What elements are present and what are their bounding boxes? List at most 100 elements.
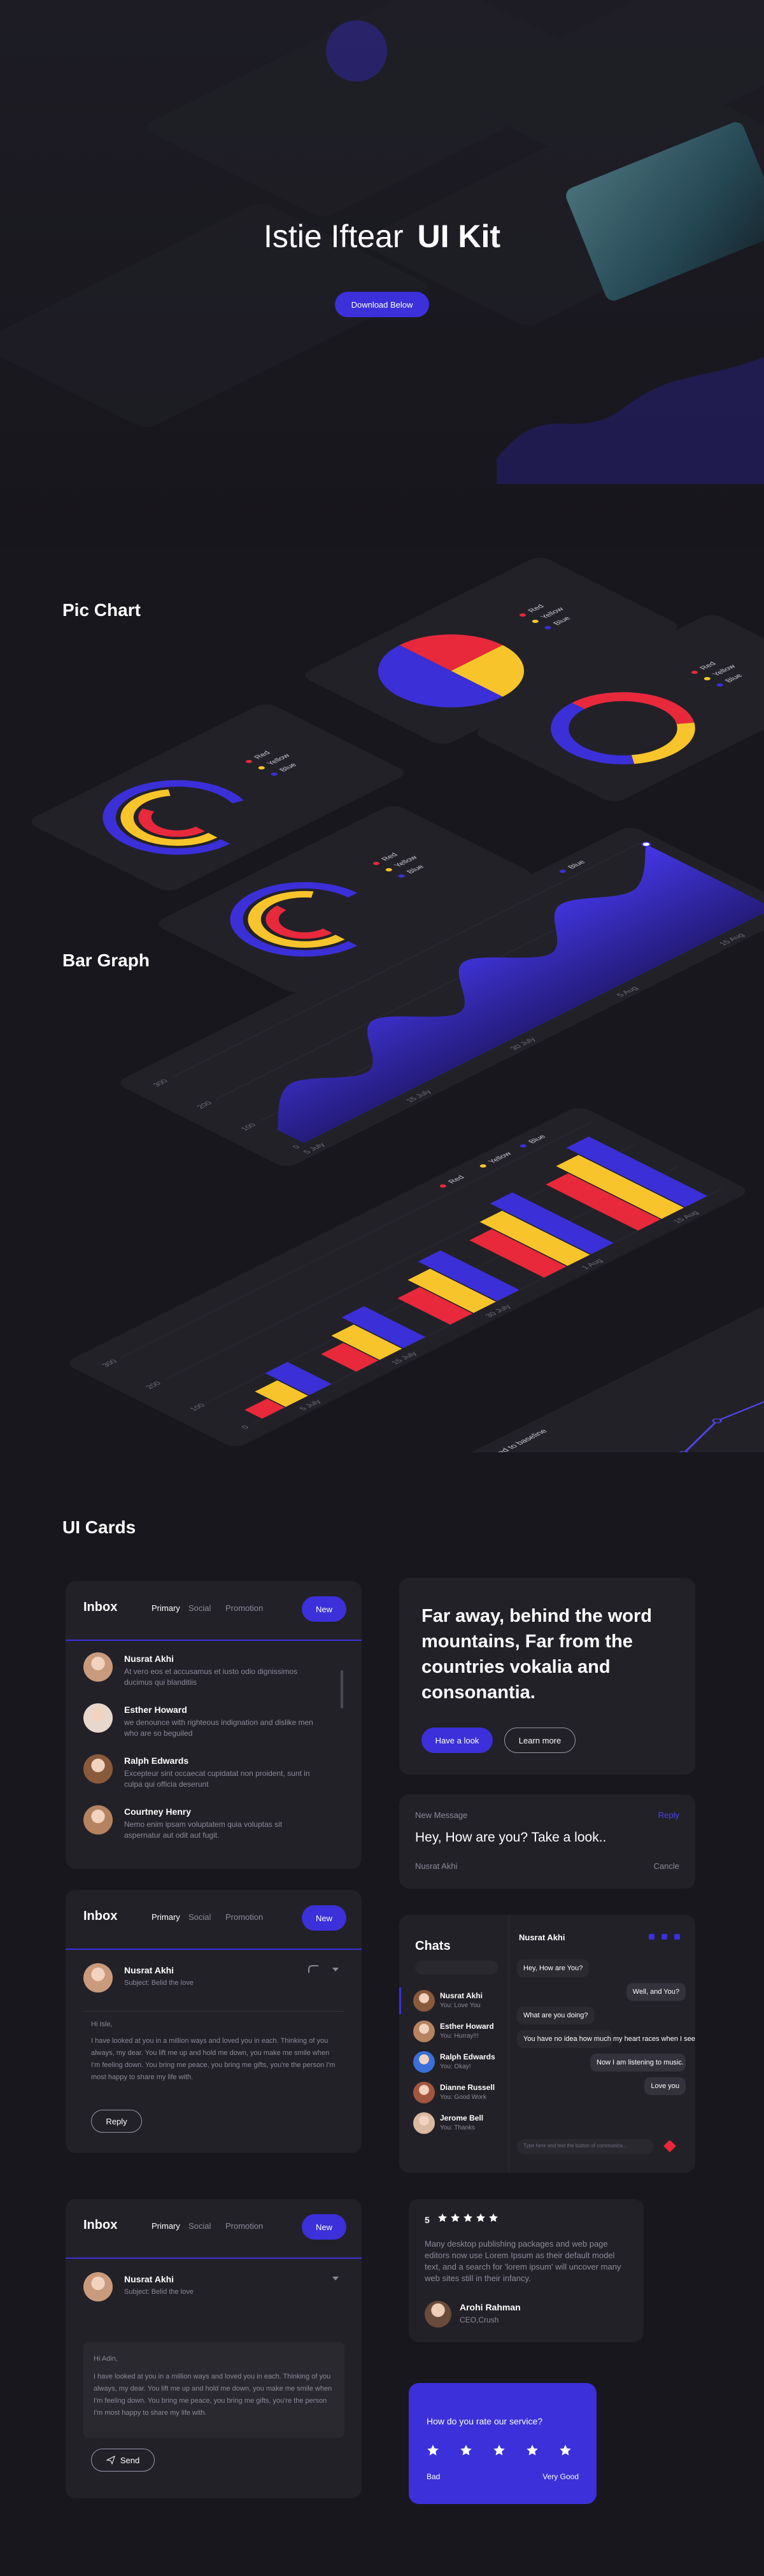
like-icon[interactable] [663, 2140, 676, 2152]
star-icon [463, 2213, 472, 2222]
hero-title: Istie Iftear UI Kit [264, 218, 500, 254]
menu-icon[interactable] [332, 1968, 339, 1971]
inbox-compose-card: Inbox Primary Social Promotion New Nusrat Akh… [66, 2199, 362, 2498]
tab[interactable]: Primary [152, 1912, 180, 1922]
new-button[interactable]: New [302, 1905, 346, 1931]
ring-arc [138, 808, 205, 837]
star-icon [451, 2213, 460, 2222]
download-button[interactable] [335, 292, 429, 317]
subject: Subject: Belid the love [124, 1979, 194, 1987]
search-box[interactable] [415, 1961, 498, 1975]
ring-arc [265, 905, 332, 939]
message-box [83, 2342, 344, 2438]
tab[interactable]: Social [188, 1603, 211, 1613]
avatar [83, 1963, 113, 1993]
legend-swatch [439, 1184, 446, 1188]
message-preview: we denounce with righteous indignation a… [124, 1718, 313, 1738]
message-body: I have looked at you in a million ways a… [91, 2037, 336, 2081]
new-button[interactable]: New [302, 2214, 346, 2240]
tab[interactable]: Promotion [225, 2221, 264, 2231]
new-button[interactable]: New [302, 1596, 346, 1622]
sender-name: Nusrat Akhi [124, 2274, 174, 2284]
panel-background [0, 203, 427, 427]
secondary-button[interactable]: Learn more [504, 1728, 576, 1753]
chat-bubble: Well, and You? [626, 1983, 686, 2001]
star[interactable] [460, 2445, 472, 2456]
donut-segment [551, 703, 635, 764]
star[interactable] [493, 2445, 505, 2456]
deco-wave [497, 357, 764, 484]
contact-name[interactable]: Jerome Bell [440, 2114, 484, 2122]
pie-slice [399, 634, 503, 671]
sender-name: Nusrat Akhi [124, 1965, 174, 1975]
contact-name[interactable]: Ralph Edwards [440, 2052, 495, 2061]
rating-stars [437, 2213, 499, 2223]
header-icon[interactable] [661, 1934, 667, 1940]
cancel-link[interactable]: Cancle [653, 1861, 679, 1871]
avatar [413, 2082, 435, 2103]
menu-icon[interactable] [332, 2277, 339, 2280]
y-tick-label: 0 [290, 1144, 302, 1150]
chat-bubble: What are you doing? [517, 2007, 595, 2024]
contact-name[interactable]: Dianne Russell [440, 2083, 495, 2092]
greeting: Hi Adin, [94, 2355, 118, 2363]
message-input[interactable]: Type here and text the button of communi… [517, 2139, 654, 2154]
contact-name[interactable]: Nusrat Akhi [440, 1991, 483, 2000]
point [679, 1450, 689, 1452]
hero-decoration [0, 0, 764, 484]
legend-swatch [559, 869, 566, 873]
send-button[interactable]: Send [91, 2449, 155, 2472]
bar [490, 1192, 614, 1254]
bar [479, 1210, 590, 1266]
header-icon[interactable] [649, 1934, 654, 1940]
divider [83, 2011, 344, 2012]
tab[interactable]: Social [188, 2221, 211, 2231]
star[interactable] [527, 2445, 538, 2456]
high-label: Very Good [542, 2472, 579, 2481]
panel-background [451, 0, 764, 168]
pie-slice [451, 645, 524, 697]
bar [321, 1343, 379, 1372]
bar [244, 1398, 285, 1419]
contact-name[interactable]: Esther Howard [440, 2022, 494, 2031]
divider [66, 1640, 362, 1641]
tab[interactable]: Primary [152, 1603, 180, 1613]
contact-last: You: Good Work [440, 2094, 486, 2101]
send-icon[interactable] [106, 2456, 115, 2465]
header-icon[interactable] [674, 1934, 680, 1940]
star-icon [476, 2213, 485, 2222]
star[interactable] [427, 2445, 439, 2456]
panel-background [146, 0, 616, 217]
low-label: Bad [427, 2472, 441, 2481]
tab[interactable]: Promotion [225, 1912, 264, 1922]
tab[interactable]: Social [188, 1912, 211, 1922]
tab[interactable]: Promotion [225, 1603, 264, 1613]
reply-button[interactable]: Reply [91, 2110, 142, 2133]
new-message-card: New Message Reply Hey, How are you? Take… [399, 1794, 695, 1889]
rating-stars[interactable] [427, 2444, 579, 2458]
tab[interactable]: Primary [152, 2221, 180, 2231]
chats-card: Chats Nusrat Akhi You: Love You Esther Howa… [399, 1915, 695, 2173]
chat-bubble: Love you [644, 2077, 686, 2095]
donut-segment [631, 722, 695, 764]
avatar [413, 2051, 435, 2073]
download-button-label[interactable]: Download Below [351, 300, 413, 310]
send-label[interactable]: Send [120, 2455, 140, 2465]
bar [397, 1287, 473, 1325]
chart-panel [146, 0, 616, 217]
primary-button[interactable]: Have a look [421, 1728, 493, 1753]
reply-icon[interactable] [308, 1965, 318, 1973]
reply-link[interactable]: Reply [658, 1810, 679, 1820]
avatar [413, 1990, 435, 2012]
bar [255, 1380, 308, 1407]
divider [66, 1949, 362, 1950]
card-title: Inbox [83, 1600, 118, 1614]
panel-background [31, 704, 404, 891]
ring-arc [230, 882, 358, 957]
input-placeholder[interactable]: Type here and text the button of communi… [523, 2143, 627, 2149]
star[interactable] [560, 2445, 571, 2456]
star [463, 2213, 473, 2223]
rating-value: 5 [425, 2215, 430, 2225]
